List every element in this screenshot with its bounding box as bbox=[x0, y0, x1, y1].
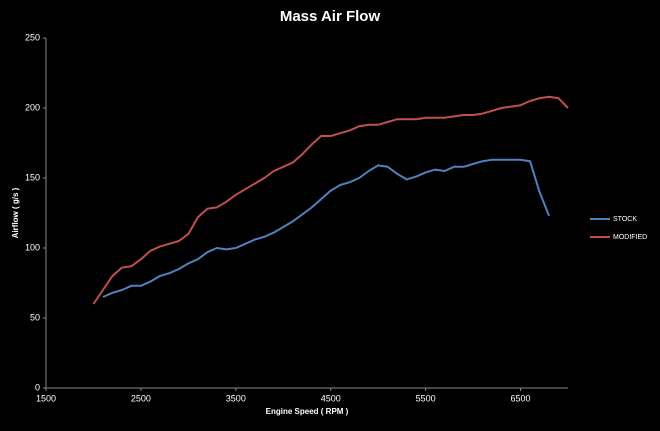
y-tick-label: 150 bbox=[25, 172, 40, 182]
y-tick-label: 0 bbox=[35, 382, 40, 392]
y-tick-label: 200 bbox=[25, 102, 40, 112]
y-tick-label: 250 bbox=[25, 32, 40, 42]
y-axis-title: Airflow ( g/s ) bbox=[11, 187, 20, 238]
x-tick-label: 3500 bbox=[226, 393, 246, 403]
line-series bbox=[102, 158, 550, 298]
x-tick-label: 6500 bbox=[511, 393, 531, 403]
chart-title: Mass Air Flow bbox=[280, 8, 381, 25]
legend-label: STOCK bbox=[613, 216, 637, 223]
y-tick-label: 100 bbox=[25, 242, 40, 252]
x-tick-label: 2500 bbox=[131, 393, 151, 403]
line-series bbox=[92, 95, 569, 305]
x-tick-label: 4500 bbox=[321, 393, 341, 403]
x-tick-label: 5500 bbox=[416, 393, 436, 403]
y-tick-label: 50 bbox=[30, 312, 40, 322]
legend-label: MODIFIED bbox=[613, 234, 647, 241]
x-tick-label: 1500 bbox=[36, 393, 56, 403]
x-axis-title: Engine Speed ( RPM ) bbox=[266, 407, 349, 416]
